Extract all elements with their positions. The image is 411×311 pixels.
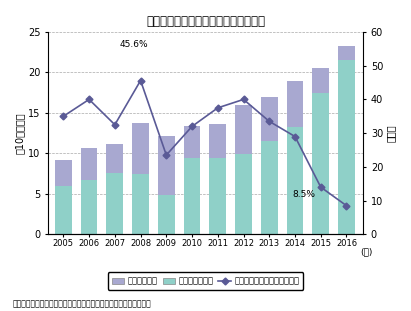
Bar <box>261 141 277 234</box>
Bar <box>286 81 303 128</box>
Bar <box>210 124 226 158</box>
Y-axis label: （％）: （％） <box>386 124 396 142</box>
Bar <box>81 180 97 234</box>
Y-axis label: （10億ドル）: （10億ドル） <box>15 112 25 154</box>
Bar <box>338 46 355 60</box>
Text: 8.5%: 8.5% <box>293 190 316 199</box>
Legend: 石油関連収入, 非石油関連収入, 石油関連収入依存度（右軸）: 石油関連収入, 非石油関連収入, 石油関連収入依存度（右軸） <box>108 272 303 290</box>
Bar <box>338 60 355 234</box>
Text: 資料：メキシコ国立統計地理情報院のデータから経済産業省作成。: 資料：メキシコ国立統計地理情報院のデータから経済産業省作成。 <box>12 299 151 308</box>
Bar <box>55 160 72 186</box>
Bar <box>158 136 175 195</box>
Title: メキシコの歳入に占める石油関連収入: メキシコの歳入に占める石油関連収入 <box>146 15 265 28</box>
Bar <box>55 186 72 234</box>
Bar <box>106 145 123 173</box>
Bar <box>235 105 252 154</box>
Bar <box>261 97 277 141</box>
Bar <box>158 195 175 234</box>
Bar <box>106 173 123 234</box>
Bar <box>210 158 226 234</box>
Bar <box>312 68 329 93</box>
Bar <box>81 148 97 180</box>
Bar <box>312 93 329 234</box>
Bar <box>184 158 201 234</box>
Bar <box>286 128 303 234</box>
Bar <box>184 126 201 158</box>
Text: 45.6%: 45.6% <box>120 39 149 49</box>
Text: (年): (年) <box>360 247 373 256</box>
Bar <box>235 154 252 234</box>
Bar <box>132 174 149 234</box>
Bar <box>132 123 149 174</box>
